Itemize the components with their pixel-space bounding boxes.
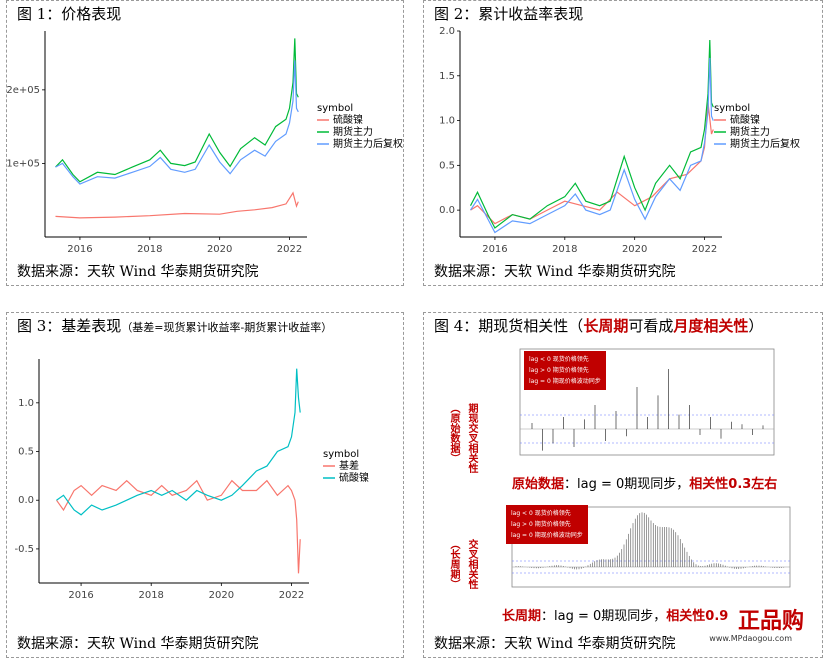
ccf-long-chart (511, 506, 791, 588)
y-tick-label: 1.0 (18, 398, 34, 409)
raw-legend-line-2: lag > 0 期货价格领先 (529, 367, 589, 374)
panel-3: 图 3：基差表现（基差=现货累计收益率-期货累计收益率） -0.5 0.0 0.5 1… (6, 312, 404, 658)
long-legend-line-2: lag > 0 期货价格领先 (511, 521, 571, 528)
price-chart: 1e+05 2e+05 2016 2018 2020 2022 symbol硫酸镍期货主力期… (7, 31, 403, 255)
legend-title: symbol (317, 103, 353, 114)
y-tick-label: 0.5 (439, 160, 455, 171)
y-tick-label: 1.0 (439, 116, 455, 127)
x-tick-label: 2018 (138, 590, 163, 601)
x-tick-label: 2020 (209, 590, 234, 601)
panel-4-title-a: 图 4：期现货相关性（ (434, 317, 584, 335)
raw-legend-line-1: lag < 0 现货价格领先 (529, 356, 589, 363)
long-legend-line-1: lag < 0 现货价格领先 (511, 510, 571, 517)
x-tick-label: 2022 (277, 244, 302, 255)
y-tick-label: 2.0 (439, 26, 455, 37)
raw-caption-b: ：lag = 0期现同步， (564, 477, 690, 492)
panel-4-title-end: ） (748, 317, 764, 335)
raw-caption-c: 相关性0.3左右 (689, 477, 778, 492)
panel-3-title-note: （基差=现货累计收益率-期货累计收益率） (121, 321, 333, 334)
legend-title: symbol (714, 103, 750, 114)
y-tick-label: 1.5 (439, 71, 455, 82)
series-line (469, 57, 714, 234)
x-tick-label: 2016 (68, 590, 93, 601)
watermark-url: www.MPdaogou.com (709, 634, 792, 643)
legend-label: 期货主力后复权 (730, 137, 800, 150)
series-line (56, 479, 301, 574)
panel-4-title: 图 4：期现货相关性（长周期可看成月度相关性） (434, 315, 763, 336)
raw-vlabel-a: （原始数据） (448, 403, 459, 463)
series-line (55, 60, 299, 185)
panel-3-title: 图 3：基差表现（基差=现货累计收益率-期货累计收益率） (17, 315, 332, 336)
legend-label: 基差 (339, 459, 359, 472)
panel-1: 图 1：价格表现 1e+05 2e+05 2016 2018 2020 2022 symbo… (6, 0, 404, 286)
raw-legend-box: lag < 0 现货价格领先 lag > 0 期货价格领先 lag = 0 期现… (524, 351, 606, 390)
watermark-logo: 正品购 (737, 609, 804, 634)
panel-4-title-mid: 可看成 (628, 317, 674, 335)
panel-4: 图 4：期现货相关性（长周期可看成月度相关性） lag < 0 现货价格领先 l… (423, 312, 823, 658)
panel-2: 图 2：累计收益率表现 0.0 0.5 1.0 1.5 2.0 2016 2018 2020 2… (423, 0, 823, 286)
x-tick-label: 2018 (552, 244, 577, 255)
long-legend-box: lag < 0 现货价格领先 lag > 0 期货价格领先 lag = 0 期现… (506, 505, 588, 544)
long-caption: 长周期：lag = 0期现同步，相关性0.9 (502, 605, 728, 624)
x-tick-label: 2016 (67, 244, 92, 255)
series-line (470, 102, 714, 225)
panel-3-source: 数据来源：天软 Wind 华泰期货研究院 (17, 636, 259, 652)
raw-caption: 原始数据：lag = 0期现同步，相关性0.3左右 (512, 473, 777, 492)
x-tick-label: 2022 (692, 244, 717, 255)
long-vlabel-a: （长周期） (448, 539, 459, 589)
long-caption-b: ：lag = 0期现同步， (541, 609, 667, 624)
panel-3-title-main: 图 3：基差表现 (17, 317, 122, 335)
panel-2-title: 图 2：累计收益率表现 (434, 5, 584, 23)
x-tick-label: 2022 (279, 590, 304, 601)
series-line (55, 191, 299, 219)
legend-title: symbol (323, 449, 359, 460)
y-tick-label: -0.5 (14, 544, 34, 555)
long-legend-line-3: lag = 0 期现价格波动同步 (511, 532, 583, 539)
panel-4-title-red2: 月度相关性 (673, 317, 749, 335)
x-tick-label: 2016 (482, 244, 507, 255)
series-line (56, 368, 301, 516)
y-tick-label: 0.5 (18, 447, 34, 458)
long-caption-c: 相关性0.9 (666, 609, 729, 624)
long-vlabel-b: 交叉相关性 (466, 539, 477, 589)
legend-label: 期货主力后复权 (333, 137, 403, 150)
panel-4-title-red: 长周期 (583, 317, 629, 335)
legend-label: 硫酸镍 (339, 471, 369, 484)
legend-label: 期货主力 (730, 125, 770, 138)
raw-caption-a: 原始数据 (512, 477, 565, 492)
y-tick-label: 1e+05 (7, 158, 40, 169)
raw-vlabel-b: 期现交叉相关性 (466, 403, 477, 473)
legend-label: 期货主力 (333, 125, 373, 138)
y-tick-label: 2e+05 (7, 85, 40, 96)
series-line (55, 38, 299, 183)
legend-label: 硫酸镍 (730, 113, 760, 126)
panel-4-source: 数据来源：天软 Wind 华泰期货研究院 (434, 636, 676, 652)
y-tick-label: 0.0 (18, 495, 34, 506)
return-chart: 0.0 0.5 1.0 1.5 2.0 2016 2018 2020 2022 symbol硫酸镍… (439, 26, 800, 255)
series-line (469, 39, 714, 229)
x-tick-label: 2020 (622, 244, 647, 255)
legend-label: 硫酸镍 (333, 113, 363, 126)
raw-legend-line-3: lag = 0 期现价格波动同步 (529, 378, 601, 385)
long-caption-a: 长周期 (502, 609, 542, 624)
x-tick-label: 2020 (207, 244, 232, 255)
panel-1-title: 图 1：价格表现 (17, 5, 122, 23)
panel-1-source: 数据来源：天软 Wind 华泰期货研究院 (17, 264, 259, 280)
y-tick-label: 0.0 (439, 205, 455, 216)
panel-2-source: 数据来源：天软 Wind 华泰期货研究院 (434, 264, 676, 280)
x-tick-label: 2018 (137, 244, 162, 255)
